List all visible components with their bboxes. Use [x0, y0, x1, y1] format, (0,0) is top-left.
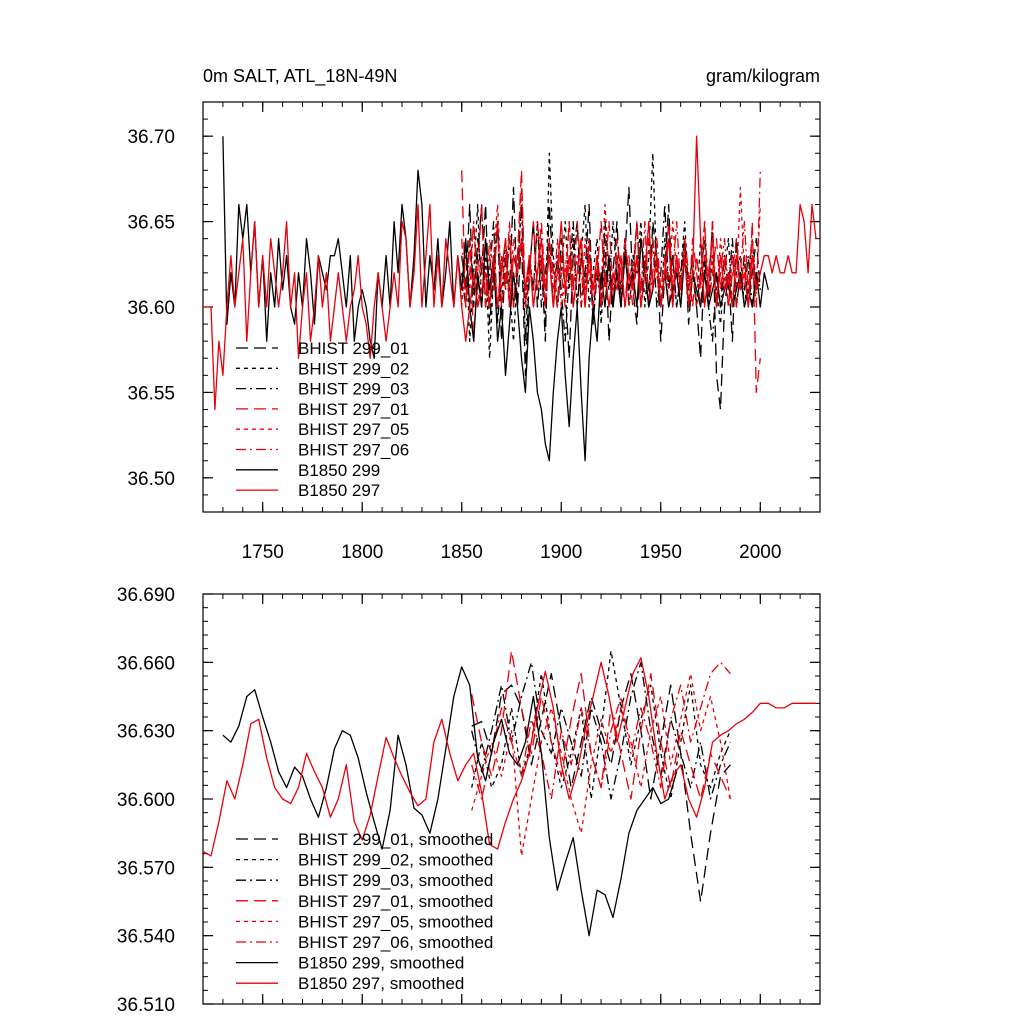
legend-label: B1850 299, smoothed	[298, 954, 464, 973]
x-tick-label: 1800	[341, 542, 383, 563]
x-tick-label: 1900	[540, 542, 582, 563]
legend-label: BHIST 299_01, smoothed	[298, 830, 493, 849]
series-line-b1850-297-smoothed	[202, 657, 816, 857]
series-line-bhist-297-06-smoothed	[471, 661, 731, 800]
top-panel: 0m SALT, ATL_18N-49N gram/kilogram 36.50…	[127, 66, 821, 563]
legend-label: B1850 297, smoothed	[298, 974, 464, 993]
top-series-group	[203, 135, 817, 462]
y-tick-label: 36.55	[127, 383, 175, 404]
bottom-series-group	[202, 650, 816, 937]
legend-label: BHIST 297_01	[298, 400, 409, 419]
legend-label: BHIST 297_01, smoothed	[298, 892, 493, 911]
x-tick-label: 1850	[441, 542, 483, 563]
series-line-bhist-297-05-smoothed	[471, 673, 732, 857]
legend-label: BHIST 299_03	[298, 380, 409, 399]
legend-label: B1850 299	[298, 461, 380, 480]
series-line-b1850-299-smoothed	[222, 666, 678, 937]
legend-label: BHIST 299_01	[298, 339, 409, 358]
legend-label: BHIST 299_02, smoothed	[298, 851, 493, 870]
y-tick-label: 36.70	[127, 127, 175, 148]
series-line-bhist-299-02-smoothed	[471, 650, 731, 800]
top-panel-units: gram/kilogram	[706, 66, 820, 86]
legend-label: BHIST 297_06	[298, 441, 409, 460]
bottom-legend: BHIST 299_01, smoothed BHIST 299_02, smoo…	[236, 830, 493, 993]
x-tick-label: 2000	[739, 542, 781, 563]
y-tick-label: 36.540	[117, 927, 175, 948]
legend-label: B1850 297	[298, 481, 380, 500]
top-panel-title: 0m SALT, ATL_18N-49N	[203, 66, 397, 87]
y-tick-label: 36.570	[117, 858, 175, 879]
series-line-bhist-297-01-smoothed	[471, 650, 731, 800]
top-axis-ticks: 36.50 36.55 36.60 36.65 36.70 1750 1800 1850 190…	[127, 101, 820, 563]
y-tick-label: 36.510	[117, 995, 175, 1016]
legend-label: BHIST 299_03, smoothed	[298, 871, 493, 890]
legend-label: BHIST 299_02	[298, 359, 409, 378]
y-tick-label: 36.60	[127, 298, 175, 319]
y-tick-label: 36.50	[127, 469, 175, 490]
series-line-bhist-299-01-smoothed	[471, 673, 731, 903]
series-line-bhist-299-01	[461, 186, 761, 411]
x-tick-label: 1950	[640, 542, 682, 563]
series-line-bhist-297-05	[461, 186, 761, 308]
legend-label: BHIST 297_05, smoothed	[298, 912, 493, 931]
y-tick-label: 36.660	[117, 653, 175, 674]
series-line-b1850-297	[203, 135, 817, 411]
legend-label: BHIST 297_06, smoothed	[298, 933, 493, 952]
y-tick-label: 36.65	[127, 213, 175, 234]
bottom-axis-ticks: 36.510 36.540 36.570 36.600 36.630 36.660 36.6…	[117, 585, 820, 1016]
series-line-bhist-299-03-smoothed	[471, 661, 731, 800]
y-tick-label: 36.630	[117, 722, 175, 743]
bottom-panel: 36.510 36.540 36.570 36.600 36.630 36.660 36.6…	[117, 585, 821, 1016]
legend-label: BHIST 297_05	[298, 420, 409, 439]
y-tick-label: 36.600	[117, 790, 175, 811]
y-tick-label: 36.690	[117, 585, 175, 606]
x-tick-label: 1750	[242, 542, 284, 563]
